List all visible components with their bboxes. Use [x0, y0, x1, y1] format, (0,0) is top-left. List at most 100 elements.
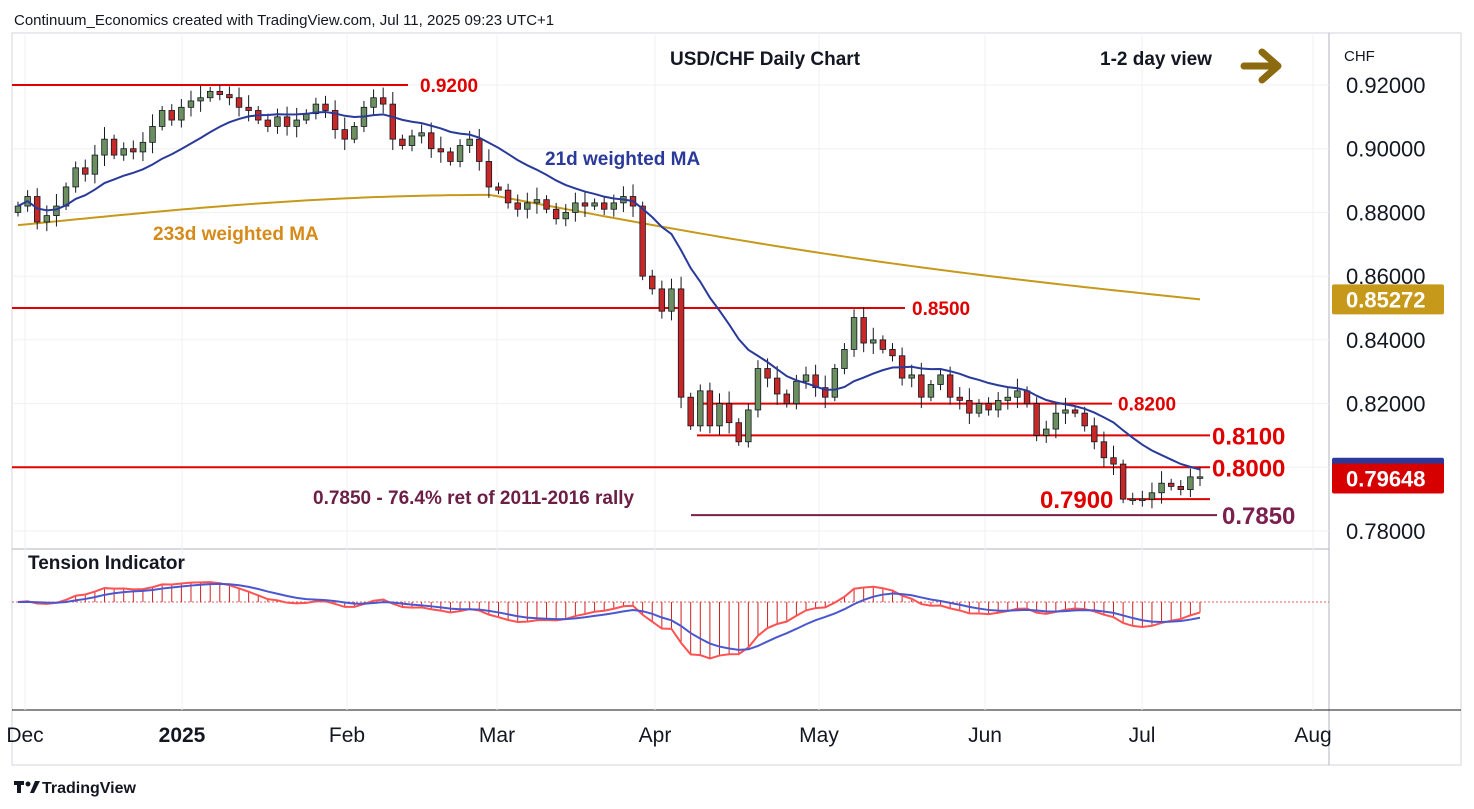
candle-body: [149, 126, 156, 143]
candle-body: [533, 199, 541, 204]
candle-body: [668, 288, 675, 312]
price-tick-label: 0.92000: [1346, 73, 1426, 98]
fib-note: 0.7850 - 76.4% ret of 2011-2016 rally: [313, 488, 635, 509]
candle-body: [1177, 485, 1184, 490]
candle-body: [946, 374, 954, 398]
candle-body: [437, 148, 445, 153]
candle-body: [197, 97, 204, 102]
candle-body: [43, 215, 51, 223]
candle-body: [793, 380, 800, 404]
candle-body: [716, 403, 723, 427]
candle-body: [235, 97, 243, 108]
candle-body: [14, 205, 22, 213]
candle-body: [428, 132, 435, 150]
candle-body: [1129, 498, 1136, 502]
candle-body: [485, 161, 493, 188]
candle-body: [956, 396, 963, 401]
candle-body: [264, 119, 272, 127]
candle-body: [399, 138, 406, 146]
candle-body: [552, 208, 560, 220]
price-tick-label: 0.78000: [1346, 519, 1426, 544]
candle-body: [562, 212, 569, 220]
candle-body: [1014, 390, 1021, 398]
time-tick-label: Dec: [6, 724, 43, 747]
candle-body: [879, 339, 887, 350]
candle-body: [783, 393, 790, 404]
ma21-line: [17, 111, 1201, 471]
candle-body: [447, 151, 454, 162]
time-tick-label: 2025: [159, 724, 206, 747]
time-axis-ticks: Dec 2025 Feb Mar Apr May Jun Jul Aug: [6, 724, 1331, 747]
candle-body: [543, 199, 550, 210]
candle-body: [706, 390, 714, 427]
price-tick-label: 0.82000: [1346, 392, 1426, 417]
candle-body: [1071, 409, 1079, 414]
candle-body: [312, 103, 320, 115]
ma21-series: [17, 111, 1201, 471]
candle-body: [1062, 409, 1069, 414]
candle-body: [1167, 482, 1175, 487]
ma233-line: [17, 193, 1201, 301]
candle-body: [610, 202, 618, 210]
candle-body: [591, 202, 598, 207]
time-tick-label: Feb: [329, 724, 365, 747]
candle-body: [139, 141, 147, 153]
candle-body: [1196, 476, 1204, 479]
candle-body: [639, 205, 646, 277]
price-tick-label: 0.88000: [1346, 200, 1426, 225]
time-tick-label: Mar: [479, 724, 515, 747]
candle-body: [178, 106, 185, 121]
candle-body: [514, 202, 521, 210]
candle-body: [908, 374, 915, 379]
candle-body: [1139, 498, 1146, 502]
candle-body: [331, 110, 339, 131]
candle-body: [1119, 463, 1127, 500]
price-tick-label: 0.90000: [1346, 137, 1426, 162]
candle-body: [985, 403, 992, 411]
candle-body: [110, 138, 118, 156]
time-tick-label: May: [799, 724, 839, 747]
level-label: 0.8200: [1118, 395, 1176, 416]
candle-body: [504, 189, 512, 204]
candle-body: [764, 368, 771, 379]
candle-body: [1004, 396, 1012, 401]
candle-body: [1100, 441, 1108, 459]
candle-body: [1043, 428, 1050, 436]
candle-body: [456, 145, 464, 162]
level-label: 0.8500: [912, 299, 970, 320]
candle-body: [91, 154, 99, 175]
ma233-series: [17, 193, 1201, 301]
price-badge-label: 0.85272: [1346, 287, 1426, 312]
level-labels: 0.9200 0.8500 0.8200 0.8100 0.8000 0.7900 0.78…: [420, 76, 1295, 530]
candles: [14, 85, 1204, 509]
tension-slow-line: [17, 582, 1201, 651]
candle-body: [697, 390, 704, 427]
candle-body: [966, 399, 973, 414]
time-tick-label: Aug: [1294, 724, 1331, 747]
level-label: 0.9200: [420, 76, 478, 97]
candle-body: [773, 377, 781, 395]
tradingview-logo: [14, 781, 40, 793]
candle-body: [581, 202, 589, 207]
candle-body: [274, 116, 281, 127]
candle-body: [245, 106, 252, 111]
candle-body: [283, 116, 291, 127]
fib-label: 0.7850: [1222, 503, 1295, 530]
candle-body: [476, 138, 483, 162]
candle-body: [802, 374, 810, 382]
candle-body: [822, 387, 829, 398]
candle-body: [120, 148, 127, 156]
candle-body: [754, 368, 762, 411]
price-badge: [1332, 284, 1444, 315]
candle-body: [812, 374, 819, 389]
chart-title: USD/CHF Daily Chart: [670, 49, 861, 70]
candle-body: [1023, 390, 1031, 404]
time-tick-label: Apr: [639, 724, 672, 747]
grid: [12, 33, 1329, 710]
candle-body: [850, 317, 858, 350]
candle-body: [725, 403, 733, 424]
candle-body: [322, 103, 329, 111]
candle-body: [82, 167, 89, 175]
candle-body: [745, 409, 752, 443]
